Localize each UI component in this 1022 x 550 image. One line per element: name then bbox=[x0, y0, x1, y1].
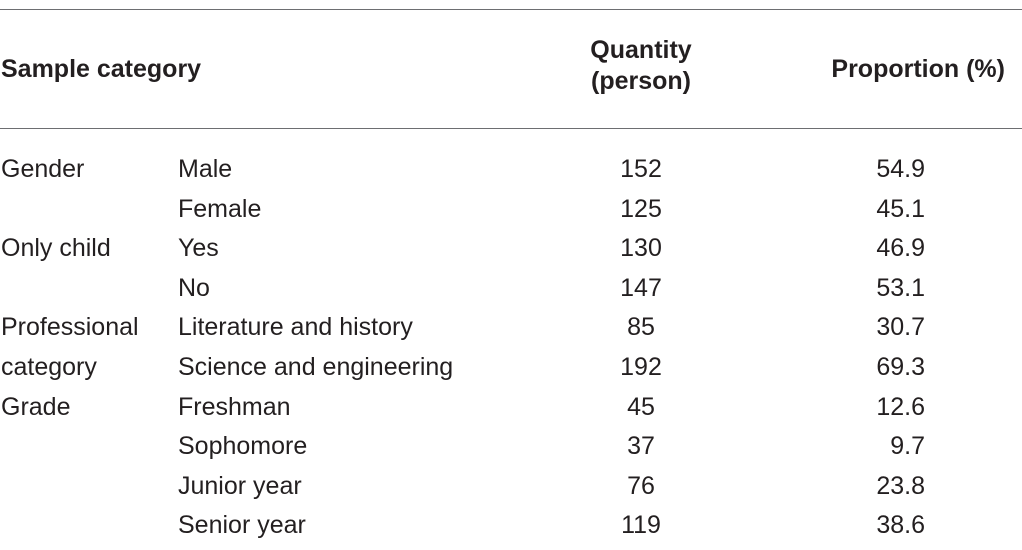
subcategory-cell: Science and engineering bbox=[178, 352, 454, 381]
subcategory-cell: Female bbox=[178, 194, 262, 223]
group-cell: Only child bbox=[1, 234, 111, 263]
proportion-cell: 69.3 bbox=[876, 352, 925, 381]
table-row: No 147 53.1 bbox=[0, 269, 1022, 309]
table-row: Junior year 76 23.8 bbox=[0, 467, 1022, 507]
table-top-rule bbox=[0, 9, 1022, 10]
table-row: Grade Freshman 45 12.6 bbox=[0, 388, 1022, 428]
subcategory-cell: No bbox=[178, 273, 210, 302]
table-row: Sophomore 37 9.7 bbox=[0, 427, 1022, 467]
group-cell: Grade bbox=[1, 392, 71, 421]
header-quantity-line2: (person) bbox=[591, 67, 691, 95]
proportion-cell: 23.8 bbox=[876, 471, 925, 500]
quantity-cell: 119 bbox=[621, 511, 661, 540]
quantity-cell: 192 bbox=[620, 352, 662, 381]
quantity-cell: 125 bbox=[620, 194, 662, 223]
quantity-cell: 85 bbox=[627, 313, 655, 342]
quantity-cell: 37 bbox=[627, 432, 655, 461]
subcategory-cell: Yes bbox=[178, 234, 219, 263]
proportion-cell: 12.6 bbox=[876, 392, 925, 421]
quantity-cell: 147 bbox=[620, 273, 662, 302]
header-bottom-rule bbox=[0, 128, 1022, 129]
proportion-cell: 53.1 bbox=[876, 273, 925, 302]
group-cell: category bbox=[1, 352, 97, 381]
proportion-cell: 30.7 bbox=[876, 313, 925, 342]
table-row: Professional Literature and history 85 3… bbox=[0, 308, 1022, 348]
header-quantity: Quantity (person) bbox=[560, 35, 722, 97]
table-row: category Science and engineering 192 69.… bbox=[0, 348, 1022, 388]
quantity-cell: 45 bbox=[627, 392, 655, 421]
table-row: Female 125 45.1 bbox=[0, 190, 1022, 230]
proportion-cell: 54.9 bbox=[876, 155, 925, 183]
header-sample-category: Sample category bbox=[1, 55, 202, 83]
header-quantity-line1: Quantity bbox=[590, 36, 692, 64]
group-cell: Professional bbox=[1, 313, 139, 342]
table-row: Gender Male 152 54.9 bbox=[0, 150, 1022, 190]
header-proportion: Proportion (%) bbox=[831, 55, 1005, 83]
quantity-cell: 76 bbox=[627, 471, 655, 500]
table-row: Only child Yes 130 46.9 bbox=[0, 229, 1022, 269]
group-cell: Gender bbox=[1, 155, 85, 183]
subcategory-cell: Literature and history bbox=[178, 313, 413, 342]
proportion-cell: 46.9 bbox=[876, 234, 925, 263]
proportion-cell: 38.6 bbox=[876, 511, 925, 540]
subcategory-cell: Freshman bbox=[178, 392, 291, 421]
proportion-cell: 45.1 bbox=[876, 194, 925, 223]
subcategory-cell: Sophomore bbox=[178, 432, 308, 461]
proportion-cell: 9.7 bbox=[890, 432, 925, 461]
quantity-cell: 152 bbox=[620, 155, 662, 183]
table-row: Senior year 119 38.6 bbox=[0, 506, 1022, 546]
subcategory-cell: Male bbox=[178, 155, 233, 183]
table-body: Gender Male 152 54.9 Female 125 45.1 Onl… bbox=[0, 150, 1022, 546]
subcategory-cell: Senior year bbox=[178, 511, 306, 540]
subcategory-cell: Junior year bbox=[178, 471, 302, 500]
quantity-cell: 130 bbox=[620, 234, 662, 263]
